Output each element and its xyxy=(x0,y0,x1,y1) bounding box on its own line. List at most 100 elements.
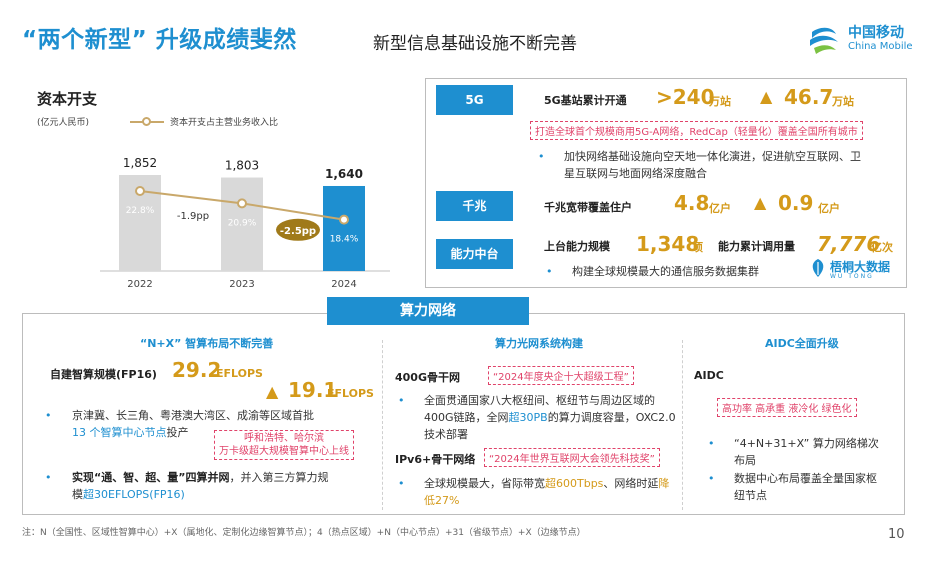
ratio-point xyxy=(237,198,247,209)
col1-bullet-2-b: ，并入第三方算力规 xyxy=(229,471,329,484)
col3-label: AIDC xyxy=(694,369,724,382)
gigabit-label: 千兆宽带覆盖住户 xyxy=(544,201,632,214)
col1-callout-line-2: 万卡级超大规模智算中心上线 xyxy=(219,446,349,457)
col3-heading: AIDC全面升级 xyxy=(765,337,839,350)
tag-gigabit: 千兆 xyxy=(436,191,513,221)
chart-title: 资本开支 xyxy=(37,90,98,108)
wutong-text-cn: 梧桐大数据 xyxy=(830,260,891,274)
bar-value-label: 1,640 xyxy=(325,167,363,181)
capex-chart: 1,852 2022 1,803 2023 1,640 2024 22.8% 20.9% 18.… xyxy=(100,156,390,290)
bullet-icon: • xyxy=(546,265,553,278)
col2-label-1: 400G骨干网 xyxy=(395,371,460,384)
col1-bullet-1: 京津冀、长三角、粤港澳大湾区、成渝等区域首批 13 个智算中心节点投产 xyxy=(72,407,372,441)
bullet-icon: • xyxy=(708,472,715,485)
ratio-label: 20.9% xyxy=(228,218,257,228)
bar xyxy=(221,177,263,271)
col1-bullet-2-c: 模 xyxy=(72,488,83,501)
bullet-icon: • xyxy=(398,394,405,407)
platform-unit-1: 项 xyxy=(692,241,703,254)
col1-bullet-1-b: 13 个智算中心节点 xyxy=(72,426,167,439)
col1-label: 自建智算规模(FP16) xyxy=(50,368,157,381)
5g-increase-unit: 万站 xyxy=(832,95,854,108)
ratio-label: 22.8% xyxy=(126,206,155,216)
wutong-logo: 梧桐大数据 WU TONG xyxy=(808,258,900,282)
gigabit-arrow-icon: ▲ xyxy=(754,193,767,212)
col2-bullet-1-b: 超30PB xyxy=(508,411,548,424)
legend-dot-marker xyxy=(142,117,151,126)
5g-value: >240 xyxy=(656,85,715,109)
col3-bullet-1: “4+N+31+X” 算力网络梯次布局 xyxy=(734,437,879,467)
col2-bullet-2-a: 全球规模最大，省际带宽 xyxy=(424,477,545,490)
col1-bullet-2-a: 实现“通、智、超、量”四算并网 xyxy=(72,471,230,484)
col2-bullet-2-b: 超600Tbps xyxy=(545,477,604,490)
change-label: -2.5pp xyxy=(280,226,316,237)
change-label: -1.9pp xyxy=(177,211,209,222)
platform-value-1: 1,348 xyxy=(636,232,700,256)
col1-bullet-1-a: 京津冀、长三角、粤港澳大湾区、成渝等区域首批 xyxy=(72,409,314,422)
logo-text-cn: 中国移动 xyxy=(848,25,904,41)
col1-heading: “N+X” 智算布局不断完善 xyxy=(140,337,274,350)
china-mobile-logo: 中国移动 China Mobile xyxy=(806,22,916,58)
legend-label: 资本开支占主营业务收入比 xyxy=(170,118,279,128)
5g-arrow-icon: ▲ xyxy=(760,87,773,106)
page-subtitle: 新型信息基础设施不断完善 xyxy=(373,34,577,54)
col2-tag-2: “2024年世界互联网大会领先科技奖” xyxy=(484,448,660,467)
col2-bullet-1: 全面贯通国家八大枢纽间、枢纽节与周边区域的400G链路，全网超30PB的算力调度… xyxy=(424,392,678,443)
gigabit-unit: 亿户 xyxy=(709,202,731,215)
bar-value-label: 1,852 xyxy=(123,156,157,170)
change-badge xyxy=(276,218,320,241)
x-tick-label: 2024 xyxy=(331,279,356,290)
section-banner: 算力网络 xyxy=(327,297,529,325)
platform-value-2: 7,776 xyxy=(817,232,881,256)
col1-arrow-icon: ▲ xyxy=(266,382,279,401)
col1-increase-unit: EFLOPS xyxy=(327,387,374,400)
chart-unit: (亿元人民币) xyxy=(37,118,90,128)
page-number: 10 xyxy=(888,527,905,542)
tag-platform: 能力中台 xyxy=(436,239,513,269)
x-tick-label: 2023 xyxy=(229,279,254,290)
bullet-icon: • xyxy=(398,477,405,490)
infrastructure-panel: 5G 5G基站累计开通 >240 万站 ▲ 46.7 万站 打造全球首个规模商用… xyxy=(425,78,907,288)
china-mobile-logo-icon xyxy=(810,27,838,54)
col2-bullet-2: 全球规模最大，省际带宽超600Tbps、网络时延降低27% xyxy=(424,475,678,509)
page-title: “两个新型” 升级成绩斐然 xyxy=(22,27,297,53)
footnote: 注：N（全国性、区域性智算中心）+X（属地化、定制化边缘智算节点）；4（热点区域… xyxy=(22,528,586,538)
col2-tag-1: “2024年度央企十大超级工程” xyxy=(488,366,634,385)
col1-increase-value: 19.1 xyxy=(288,378,338,402)
gigabit-value: 4.8 xyxy=(674,191,710,215)
col2-bullet-1-a: 全面贯通国家八大枢纽间、枢纽节与周边区域的400G链路，全网 xyxy=(424,394,655,424)
col2-label-2: IPv6+骨干网络 xyxy=(395,453,476,466)
bullet-icon: • xyxy=(45,409,52,422)
bar xyxy=(323,185,365,271)
col3-tags: 高功率 高承重 液冷化 绿色化 xyxy=(717,398,857,417)
platform-label-2: 能力累计调用量 xyxy=(718,240,795,253)
bar-value-label: 1,803 xyxy=(225,159,259,173)
col1-bullet-1-c: 投产 xyxy=(166,426,189,439)
gigabit-increase-unit: 亿户 xyxy=(818,202,840,215)
5g-label: 5G基站累计开通 xyxy=(544,94,627,107)
col2-bullet-1-c: 的算力调度容量，OXC2.0技术部署 xyxy=(424,411,676,441)
5g-bullet: 加快网络基础设施向空天地一体化演进，促进航空互联网、卫星互联网与地面网络深度融合 xyxy=(564,150,861,180)
col1-callout: 呼和浩特、哈尔滨 万卡级超大规模智算中心上线 xyxy=(214,430,354,460)
wutong-text-en: WU TONG xyxy=(830,273,874,280)
col3-bullet-2: 数据中心布局覆盖全量国家枢纽节点 xyxy=(734,472,877,502)
x-tick-label: 2022 xyxy=(127,279,152,290)
col2-heading: 算力光网系统构建 xyxy=(495,337,583,350)
gigabit-increase-value: 0.9 xyxy=(778,191,814,215)
ratio-point xyxy=(339,214,349,225)
wutong-leaf-icon xyxy=(812,259,824,277)
logo-text-en: China Mobile xyxy=(848,41,913,52)
col1-unit: EFLOPS xyxy=(216,367,263,380)
col1-bullet-2-d: 超30EFLOPS(FP16) xyxy=(83,488,185,501)
bullet-icon: • xyxy=(708,437,715,450)
tag-5g: 5G xyxy=(436,85,513,115)
5g-unit: 万站 xyxy=(709,95,731,108)
platform-unit-2: 亿次 xyxy=(871,241,893,254)
col1-callout-line-1: 呼和浩特、哈尔滨 xyxy=(244,433,324,444)
5g-highlight: 打造全球首个规模商用5G-A网络，RedCap（轻量化）覆盖全国所有城市 xyxy=(530,121,863,140)
bullet-icon: • xyxy=(45,471,52,484)
5g-increase-value: 46.7 xyxy=(784,85,834,109)
col2-bullet-2-d: 降低27% xyxy=(424,477,670,507)
col2-bullet-2-c: 、网络时延 xyxy=(603,477,659,490)
col1-bullet-2: 实现“通、智、超、量”四算并网，并入第三方算力规 模超30EFLOPS(FP16… xyxy=(72,469,372,503)
